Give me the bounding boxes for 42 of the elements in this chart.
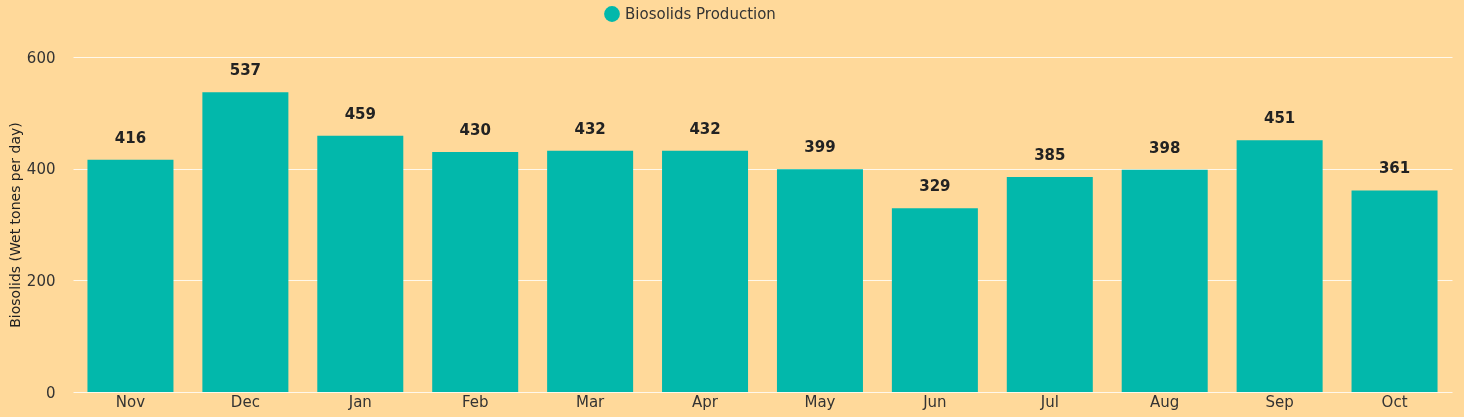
data-label: 451	[1263, 109, 1296, 128]
y-tick-label: 400	[26, 160, 56, 179]
bar	[317, 135, 404, 392]
x-tick-label: Jan	[347, 392, 372, 411]
data-label: 537	[229, 61, 262, 80]
y-axis-title: Biosolids (Wet tones per day)	[6, 122, 23, 328]
data-label: 329	[919, 177, 951, 196]
data-label: 398	[1149, 138, 1181, 157]
data-label: 430	[459, 120, 491, 139]
x-tick-label: May	[804, 392, 836, 411]
y-tick-label: 600	[26, 48, 56, 67]
x-tick-label: Jun	[922, 392, 947, 411]
data-label: 432	[689, 119, 721, 138]
bar	[662, 150, 749, 392]
data-label: 432	[574, 119, 606, 138]
bar	[432, 151, 519, 392]
x-tick-label: Nov	[115, 392, 146, 411]
bar	[776, 169, 863, 392]
bar	[1236, 140, 1323, 392]
data-label: 361	[1378, 159, 1411, 178]
y-tick-label: 200	[26, 271, 56, 290]
bar	[1351, 190, 1438, 392]
data-label: 459	[344, 104, 376, 123]
y-tick-label: 0	[45, 383, 56, 402]
bar	[891, 208, 978, 392]
x-tick-label: Aug	[1150, 392, 1180, 411]
data-label: 385	[1034, 146, 1066, 165]
x-tick-label: Sep	[1265, 392, 1294, 411]
bar	[1006, 177, 1093, 392]
x-tick-label: Dec	[230, 392, 260, 411]
bar	[202, 92, 289, 392]
legend-label: Biosolids Production	[625, 5, 776, 23]
bar	[87, 159, 174, 392]
data-label: 416	[114, 128, 147, 147]
x-tick-label: Feb	[461, 392, 489, 411]
bar	[547, 150, 634, 392]
x-tick-label: Jul	[1039, 392, 1059, 411]
bar	[1121, 169, 1208, 392]
data-label: 399	[804, 138, 836, 157]
x-tick-label: Apr	[692, 392, 719, 411]
x-tick-label: Oct	[1381, 392, 1408, 411]
x-tick-label: Mar	[575, 392, 606, 411]
